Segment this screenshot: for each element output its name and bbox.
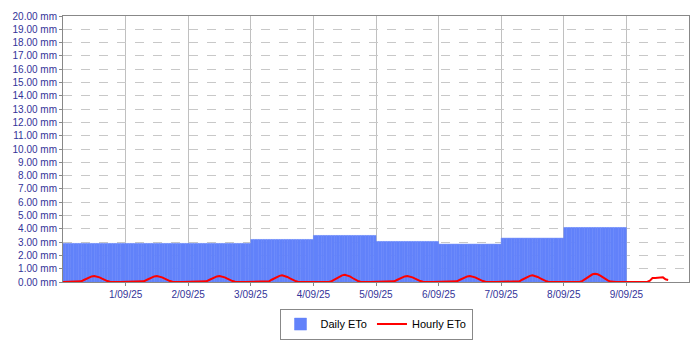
svg-text:13.00 mm: 13.00 mm <box>13 104 57 115</box>
svg-text:9/09/25: 9/09/25 <box>610 289 644 300</box>
svg-text:10.00 mm: 10.00 mm <box>13 144 57 155</box>
svg-text:17.00 mm: 17.00 mm <box>13 50 57 61</box>
svg-text:16.00 mm: 16.00 mm <box>13 64 57 75</box>
svg-text:2/09/25: 2/09/25 <box>172 289 206 300</box>
svg-text:5/09/25: 5/09/25 <box>359 289 393 300</box>
svg-text:3.00 mm: 3.00 mm <box>18 237 57 248</box>
svg-text:19.00 mm: 19.00 mm <box>13 24 57 35</box>
svg-text:9.00 mm: 9.00 mm <box>18 157 57 168</box>
svg-text:4.00 mm: 4.00 mm <box>18 223 57 234</box>
svg-text:0.00 mm: 0.00 mm <box>18 277 57 288</box>
svg-text:Hourly ETo: Hourly ETo <box>412 318 466 330</box>
svg-text:6.00 mm: 6.00 mm <box>18 197 57 208</box>
svg-text:11.00 mm: 11.00 mm <box>13 130 57 141</box>
svg-text:1/09/25: 1/09/25 <box>109 289 143 300</box>
svg-text:8.00 mm: 8.00 mm <box>18 170 57 181</box>
svg-text:7/09/25: 7/09/25 <box>485 289 519 300</box>
svg-text:3/09/25: 3/09/25 <box>234 289 268 300</box>
svg-text:14.00 mm: 14.00 mm <box>13 90 57 101</box>
svg-text:2.00 mm: 2.00 mm <box>18 250 57 261</box>
svg-text:Daily ETo: Daily ETo <box>321 318 367 330</box>
svg-text:15.00 mm: 15.00 mm <box>13 77 57 88</box>
svg-text:8/09/25: 8/09/25 <box>547 289 581 300</box>
svg-text:1.00 mm: 1.00 mm <box>18 263 57 274</box>
svg-text:6/09/25: 6/09/25 <box>422 289 456 300</box>
svg-text:12.00 mm: 12.00 mm <box>13 117 57 128</box>
svg-text:7.00 mm: 7.00 mm <box>18 183 57 194</box>
svg-text:5.00 mm: 5.00 mm <box>18 210 57 221</box>
svg-text:20.00 mm: 20.00 mm <box>13 11 57 22</box>
svg-text:18.00 mm: 18.00 mm <box>13 37 57 48</box>
svg-text:4/09/25: 4/09/25 <box>297 289 331 300</box>
